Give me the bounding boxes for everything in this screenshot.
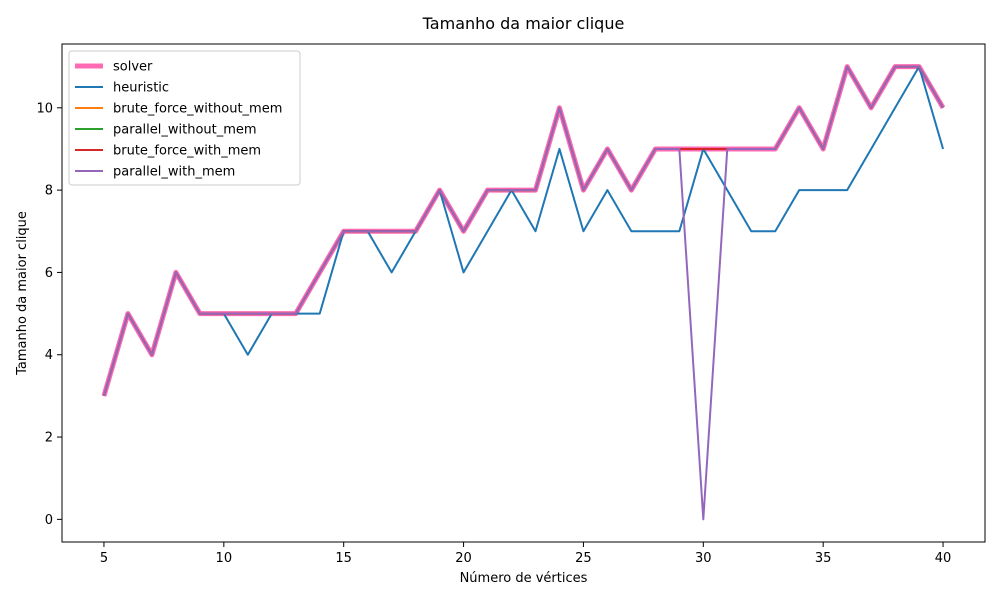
y-axis-label: Tamanho da maior clique [15, 211, 30, 376]
x-axis-label: Número de vértices [460, 571, 588, 586]
legend: solver heuristic brute_force_without_mempa… [68, 50, 301, 186]
legend-box [68, 50, 301, 186]
y-tick-label: 2 [45, 431, 53, 446]
series-layer [101, 64, 946, 521]
legend-label-brute-force-with-mem: brute_force_with_mem [113, 144, 261, 159]
legend-label-solver: solver [113, 60, 153, 75]
y-tick-label: 0 [45, 513, 53, 528]
x-tick-label: 10 [216, 551, 233, 566]
y-tick-label: 4 [45, 348, 53, 363]
axes-frame [61, 43, 986, 543]
x-tick-label: 40 [935, 551, 952, 566]
x-tick-label: 20 [455, 551, 472, 566]
x-tick-label: 15 [335, 551, 352, 566]
x-tick-label: 30 [695, 551, 712, 566]
legend-label-brute-force-without-mem: brute_force_without_mem [113, 102, 282, 117]
axes-layer: 5 10 15 20 25 30 35 40 0 2 4 6 8 10 [36, 43, 986, 566]
x-tick-label: 35 [815, 551, 832, 566]
legend-label-heuristic: heuristic [113, 81, 169, 96]
x-tick-label: 5 [100, 551, 108, 566]
legend-label-parallel-without-mem: parallel_without_mem [113, 123, 257, 138]
chart-title: Tamanho da maior clique [422, 14, 625, 33]
series-line-parallel-with-mem [102, 65, 944, 521]
y-tick-label: 8 [45, 184, 53, 199]
y-tick-label: 6 [45, 266, 53, 281]
legend-label-parallel-with-mem: parallel_with_mem [113, 165, 235, 180]
y-tick-label: 10 [36, 101, 53, 116]
series-line-heuristic [102, 65, 945, 397]
x-tick-label: 25 [575, 551, 592, 566]
